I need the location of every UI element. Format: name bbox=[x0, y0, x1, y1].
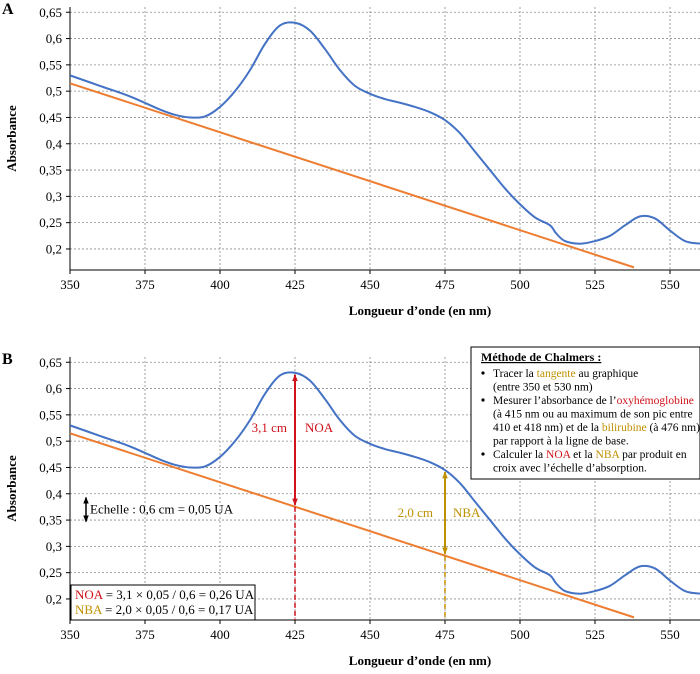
panel-label: B bbox=[2, 351, 13, 368]
method-step-line: croix avec l’échelle d’absorption. bbox=[493, 463, 647, 475]
method-step-span: tangente bbox=[537, 368, 576, 380]
x-tick-label: 500 bbox=[510, 627, 530, 642]
baseline-tangent-line bbox=[70, 82, 635, 269]
method-step-span: bilirubine bbox=[602, 422, 647, 434]
bullet bbox=[481, 371, 485, 375]
x-tick-label: 400 bbox=[210, 277, 230, 292]
y-tick-label: 0,6 bbox=[46, 31, 63, 46]
y-tick-label: 0,5 bbox=[46, 84, 62, 99]
method-step-span: et la bbox=[570, 449, 595, 461]
y-tick-label: 0,35 bbox=[39, 163, 62, 178]
y-tick-label: 0,45 bbox=[39, 110, 62, 125]
y-tick-label: 0,4 bbox=[46, 136, 63, 151]
method-step-span: croix avec l’échelle d’absorption. bbox=[493, 463, 647, 475]
y-tick-label: 0,55 bbox=[39, 407, 62, 422]
method-step: Tracer la tangente au graphique bbox=[493, 368, 638, 380]
method-step-line: 410 et 418 nm) et de la bilirubine (à 47… bbox=[493, 422, 700, 434]
method-step-span: NBA bbox=[596, 449, 621, 461]
method-step-line: par rapport à la ligne de base. bbox=[493, 436, 629, 448]
y-tick-label: 0,5 bbox=[46, 434, 62, 449]
nba-label: NBA bbox=[453, 505, 481, 520]
y-tick-label: 0,35 bbox=[39, 513, 62, 528]
y-tick-label: 0,2 bbox=[46, 591, 62, 606]
series-group bbox=[70, 371, 700, 619]
x-tick-label: 550 bbox=[660, 627, 680, 642]
result-formula: = 2,0 × 0,05 / 0,6 = 0,17 UA bbox=[102, 602, 254, 617]
nba-length-label: 2,0 cm bbox=[398, 505, 433, 520]
x-tick-label: 350 bbox=[60, 277, 80, 292]
method-step: Calculer la NOA et la NBA par produit en bbox=[493, 449, 687, 461]
method-step-span: NOA bbox=[546, 449, 572, 461]
result-label: NBA bbox=[75, 602, 103, 617]
scale-label: Echelle : 0,6 cm = 0,05 UA bbox=[90, 502, 234, 517]
y-axis-label: Absorbance bbox=[4, 455, 19, 522]
y-tick-label: 0,2 bbox=[46, 241, 62, 256]
y-tick-label: 0,25 bbox=[39, 565, 62, 580]
x-tick-label: 525 bbox=[585, 277, 605, 292]
method-step-span: par produit en bbox=[619, 449, 687, 461]
x-tick-label: 450 bbox=[360, 277, 380, 292]
series-group bbox=[70, 21, 700, 269]
method-step-span: (entre 350 et 530 nm) bbox=[493, 382, 593, 394]
spectrum-line bbox=[70, 371, 700, 595]
noa-label: NOA bbox=[305, 420, 334, 435]
bullet bbox=[481, 452, 485, 456]
method-step-span: Mesurer l’absorbance de l’ bbox=[493, 395, 617, 407]
y-tick-label: 0,65 bbox=[39, 5, 62, 20]
x-tick-label: 400 bbox=[210, 627, 230, 642]
method-step-span: (à 415 nm ou au maximum de son pic entre bbox=[493, 409, 693, 421]
method-step-span: au graphique bbox=[576, 368, 639, 380]
x-tick-label: 525 bbox=[585, 627, 605, 642]
y-tick-label: 0,55 bbox=[39, 57, 62, 72]
x-tick-label: 425 bbox=[285, 627, 305, 642]
y-tick-label: 0,25 bbox=[39, 215, 62, 230]
y-tick-label: 0,3 bbox=[46, 189, 62, 204]
x-tick-label: 475 bbox=[435, 277, 455, 292]
x-tick-label: 350 bbox=[60, 627, 80, 642]
x-tick-label: 425 bbox=[285, 277, 305, 292]
x-tick-label: 550 bbox=[660, 277, 680, 292]
y-tick-label: 0,4 bbox=[46, 486, 63, 501]
result-formula: = 3,1 × 0,05 / 0,6 = 0,26 UA bbox=[102, 587, 254, 602]
method-step-line: (entre 350 et 530 nm) bbox=[493, 382, 593, 394]
method-step-span: 410 et 418 nm) et de la bbox=[493, 422, 602, 434]
method-box bbox=[470, 346, 700, 480]
panel-a: A 350 375 400 425 450 475 500 525 550 0,2 0,25 0,3 0,… bbox=[2, 1, 700, 318]
results-box bbox=[70, 584, 256, 621]
x-tick-label: 375 bbox=[135, 627, 155, 642]
y-tick-label: 0,45 bbox=[39, 460, 62, 475]
method-step-span: (à 476 nm) bbox=[647, 422, 700, 434]
x-tick-label: 375 bbox=[135, 277, 155, 292]
method-step-span: par rapport à la ligne de base. bbox=[493, 436, 629, 448]
method-step-span: Tracer la bbox=[493, 368, 537, 380]
x-axis-label: Longueur d’onde (en nm) bbox=[349, 303, 491, 318]
y-tick-label: 0,3 bbox=[46, 539, 62, 554]
spectrum-line bbox=[70, 21, 700, 245]
y-tick-label: 0,6 bbox=[46, 381, 63, 396]
x-tick-label: 475 bbox=[435, 627, 455, 642]
panel-label: A bbox=[2, 1, 14, 18]
x-tick-label: 450 bbox=[360, 627, 380, 642]
result-line: NOA = 3,1 × 0,05 / 0,6 = 0,26 UA bbox=[75, 587, 255, 602]
baseline-tangent-line bbox=[70, 432, 635, 619]
result-label: NOA bbox=[75, 587, 104, 602]
x-tick-label: 500 bbox=[510, 277, 530, 292]
method-step: Mesurer l’absorbance de l’oxyhémoglobine bbox=[493, 395, 694, 407]
y-axis-label: Absorbance bbox=[4, 105, 19, 172]
y-tick-label: 0,65 bbox=[39, 355, 62, 370]
method-step-span: oxyhémoglobine bbox=[617, 395, 694, 407]
panel-b: B 350 375 400 425 450 475 500 525 550 0,2 0,25 0,3 0,… bbox=[2, 346, 700, 668]
x-axis-label: Longueur d’onde (en nm) bbox=[349, 653, 491, 668]
method-box-title: Méthode de Chalmers : bbox=[481, 350, 601, 364]
result-line: NBA = 2,0 × 0,05 / 0,6 = 0,17 UA bbox=[75, 602, 254, 617]
bullet bbox=[481, 398, 485, 402]
method-step-line: (à 415 nm ou au maximum de son pic entre bbox=[493, 409, 693, 421]
method-step-span: Calculer la bbox=[493, 449, 546, 461]
noa-length-label: 3,1 cm bbox=[252, 420, 287, 435]
